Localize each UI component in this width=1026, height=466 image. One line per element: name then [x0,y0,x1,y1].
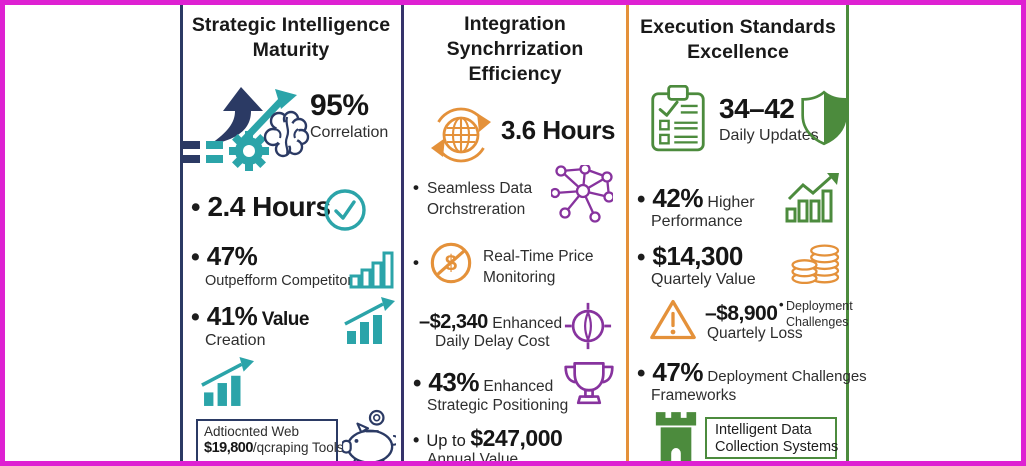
divider-line-2 [401,5,404,461]
divider-line-3 [626,5,629,461]
frameworks-row: • 47% Deployment Challenges [637,357,867,388]
stat-hours-row: • 2.4 Hours [191,191,331,223]
frameworks-inline: Deployment Challenges [707,368,867,385]
bar-chart-arrow-icon [785,173,839,223]
shield-icon [801,90,847,146]
performance-value: 42% [652,183,703,213]
warning-triangle-icon [650,299,696,340]
loss-value: –$8,900 [705,302,778,325]
network-icon [551,165,613,223]
callout-line1: Adtiocnted Web [204,424,300,439]
bullet: • [191,192,201,222]
frameworks-below: Frameworks [651,387,737,404]
quarterly-loss-row: –$8,900 [705,302,778,326]
delay-cost-row: –$2,340 Enhanced [419,311,562,334]
trophy-icon [564,362,614,405]
delay-inline: Enhanced [492,315,563,332]
collection-line1: Intelligent Data [715,422,812,438]
web-scraping-callout-box: Adtiocnted Web $19,800/qcraping Tools [196,419,343,461]
annual-prefix: Up to [426,432,471,450]
collection-line2: Collection Systems [715,439,839,455]
globe-sync-icon [431,107,491,163]
positioning-inline: Enhanced [483,378,554,395]
quarterly-below: Quartely Value [651,271,756,288]
value-creation-inline: Value [261,309,310,330]
column1-title: Strategic Intelligence Maturity [191,14,391,61]
bullet: • [637,360,646,387]
seamless-data-label: Seamless Data Orchstreration [427,180,533,218]
outperform-value: 47% [206,241,258,271]
column3-title: Execution Standards Excellence [640,16,836,63]
realtime-price-label: Real-Time Price Monitoring [483,248,594,286]
column2-title: Integration Synchrrization Efficiency [446,13,584,85]
loss-below: Quartely Loss [707,325,803,342]
value-creation-below: Creation [205,332,266,349]
check-circle-icon [324,189,366,231]
bullet: • [637,244,646,271]
bar-chart-arrow-icon [344,297,395,344]
updates-label: Daily Updates [719,127,819,144]
quarterly-value: $14,300 [652,241,743,271]
callout-rest: /qcraping Tools [252,440,344,455]
coins-stack-icon [791,244,840,285]
bullet: • [637,186,646,213]
annual-value-row: • Up to $247,000 [413,425,563,452]
correlation-value: 95% [310,89,369,122]
bullet: • [413,430,420,450]
performance-row: • 42% Higher [637,183,755,214]
bullet: • [191,243,200,271]
data-collection-callout-box: Intelligent Data Collection Systems [705,417,839,459]
performance-inline: Higher [707,194,755,211]
delay-below: Daily Delay Cost [435,333,550,350]
bullet: • [413,370,422,397]
updates-value: 34–42 [719,93,795,124]
annual-value: $247,000 [470,425,563,451]
stat-value-creation-row: • 41% Value [191,301,309,332]
divider-line-4 [846,5,849,461]
value-creation-value: 41% [206,301,258,331]
castle-tower-icon [655,412,697,461]
seamless-data-item: • Seamless Data Orchstreration [413,178,585,221]
positioning-below: Strategic Positioning [427,397,569,414]
outperform-label: Outpefform Competitors [205,273,360,289]
sync-hours-value: 3.6 Hours [501,115,616,145]
bullet: • [191,303,200,331]
no-cash-icon: $ [430,242,472,284]
quarterly-value-row: • $14,300 [637,241,743,272]
clipboard-checklist-icon [651,85,705,152]
positioning-value: 43% [428,367,479,397]
bullet: • [779,297,784,312]
callout-line2: $19,800/qcraping Tools [204,440,343,456]
delay-value: –$2,340 [419,311,488,333]
bar-chart-icon [349,251,394,289]
divider-line-1 [180,5,183,461]
deployment-note: • Deployment Challenges [779,297,860,331]
bullet: • [413,178,419,197]
callout-amount: $19,800 [204,440,253,456]
positioning-row: • 43% Enhanced [413,367,553,398]
performance-below: Performance [651,213,743,230]
correlation-label: Correlation [310,124,389,141]
hours-value: 2.4 Hours [207,191,331,222]
deployment-note-text: Deployment Challenges [786,299,853,330]
stat-correlation: 95% Correlation [310,89,406,142]
compass-icon [564,302,612,350]
bullet: • [413,253,419,272]
stat-outperform-row: • 47% [191,241,258,272]
bar-chart-arrow-icon [201,357,255,406]
annual-below: Annual Value [427,451,519,466]
growth-arrow-brain-gear-icon [183,87,310,171]
piggy-bank-icon [342,409,396,461]
frameworks-value: 47% [652,357,703,387]
stat-daily-updates: 34–42 Daily Updates [719,93,829,145]
